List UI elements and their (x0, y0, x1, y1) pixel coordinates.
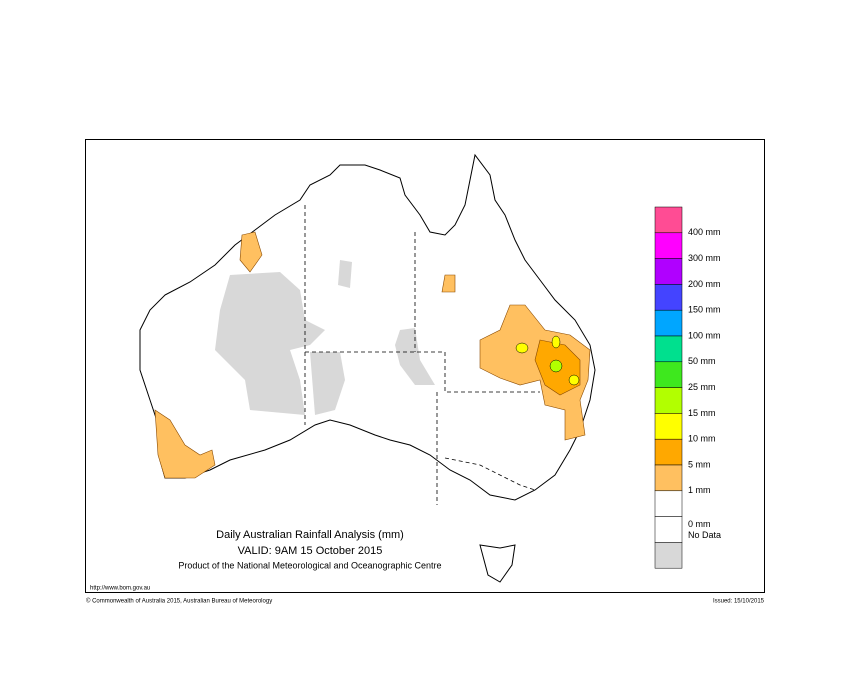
australia (139, 153, 596, 583)
url: http://www.bom.gov.au (90, 586, 150, 592)
legend-swatch (654, 413, 683, 440)
legend-swatch (654, 490, 683, 517)
rain-area (239, 231, 263, 273)
no-data-area (310, 352, 345, 415)
product-line: Product of the National Meteorological a… (178, 560, 441, 570)
legend-label: 300 mm (688, 253, 721, 263)
valid-time: VALID: 9AM 15 October 2015 (238, 545, 383, 557)
legend-label: 1 mm (688, 485, 711, 495)
legend-swatch (654, 464, 683, 492)
no-data-area (215, 272, 325, 415)
issued-date: Issued: 15/10/2015 (713, 599, 765, 605)
no-data-area (395, 328, 435, 385)
rain-area (154, 409, 216, 479)
legend-label: 5 mm (688, 459, 711, 469)
legend-swatch (654, 516, 683, 543)
map-title: Daily Australian Rainfall Analysis (mm) (216, 529, 404, 541)
rain-area (549, 359, 563, 373)
legend-label: 10 mm (688, 434, 716, 444)
legend-label: 150 mm (688, 305, 721, 315)
rain-area (441, 274, 456, 293)
legend-swatch (654, 284, 683, 311)
rain-area (568, 374, 580, 386)
no-data-area (338, 260, 352, 288)
legend-label: 0 mm (688, 519, 711, 529)
rain-area (515, 342, 529, 354)
legend-label: 50 mm (688, 356, 716, 366)
legend-swatch (654, 387, 683, 414)
legend-swatch (654, 542, 683, 569)
legend-label: 400 mm (688, 227, 721, 237)
legend-swatch (654, 335, 683, 363)
legend-swatch (654, 309, 683, 337)
rain-area (551, 335, 561, 349)
legend-label: 200 mm (688, 279, 721, 289)
legend-label: No Data (688, 530, 721, 540)
legend: 400 mm 300 mm 200 mm 150 mm 100 mm 50 mm 25 mm… (654, 206, 721, 569)
legend-swatch (654, 206, 683, 234)
copyright: © Commonwealth of Australia 2015, Austra… (86, 598, 272, 605)
legend-swatch (654, 438, 683, 466)
state-border (444, 457, 536, 491)
legend-label: 25 mm (688, 382, 716, 392)
legend-swatch (654, 361, 683, 388)
legend-label: 15 mm (688, 408, 716, 418)
rain-area (479, 304, 591, 441)
legend-label: 100 mm (688, 330, 721, 340)
legend-swatch (654, 232, 683, 259)
legend-swatch (654, 258, 683, 285)
tasmania (479, 544, 516, 583)
